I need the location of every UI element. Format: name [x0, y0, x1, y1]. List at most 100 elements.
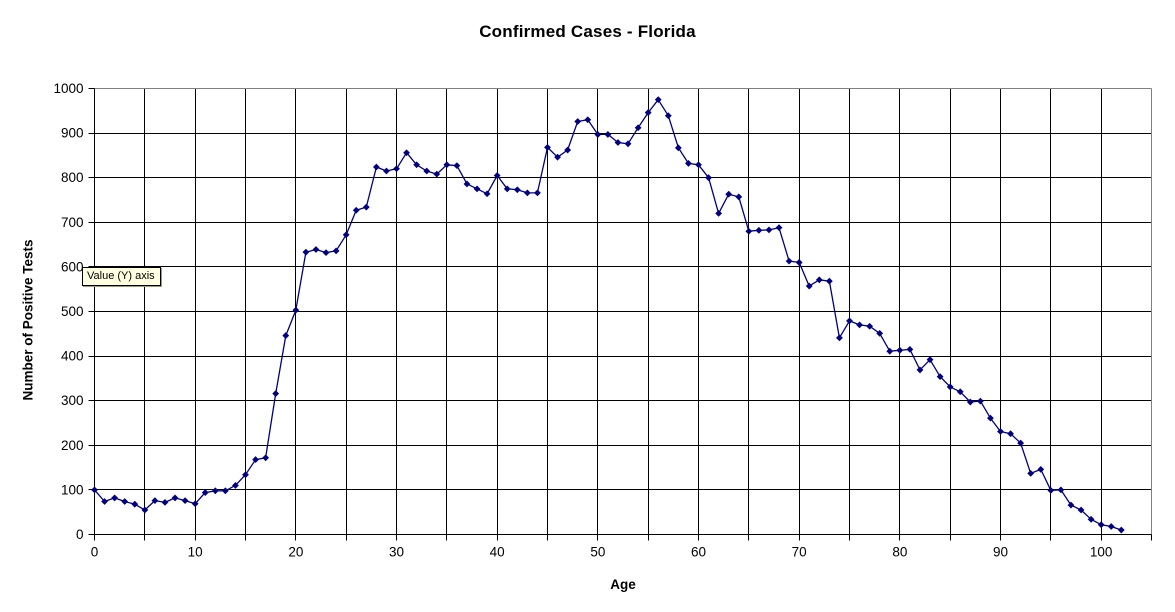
data-point[interactable]	[745, 227, 753, 235]
data-point[interactable]	[121, 498, 129, 505]
data-point[interactable]	[896, 346, 904, 354]
data-point[interactable]	[1027, 469, 1035, 477]
data-point[interactable]	[322, 249, 330, 257]
data-point[interactable]	[846, 317, 853, 325]
data-point[interactable]	[252, 456, 259, 463]
data-point[interactable]	[423, 167, 431, 175]
data-point[interactable]	[272, 390, 280, 397]
data-point[interactable]	[997, 428, 1004, 435]
data-point[interactable]	[292, 306, 300, 314]
data-point[interactable]	[926, 356, 934, 364]
data-point[interactable]	[383, 167, 390, 175]
data-point[interactable]	[513, 186, 521, 194]
data-point[interactable]	[554, 153, 561, 161]
data-point[interactable]	[715, 209, 723, 217]
data-point[interactable]	[493, 172, 501, 179]
data-point[interactable]	[976, 397, 984, 405]
data-point[interactable]	[544, 143, 551, 151]
data-point[interactable]	[825, 277, 833, 285]
data-point[interactable]	[1037, 465, 1045, 473]
data-point[interactable]	[664, 112, 672, 120]
data-point[interactable]	[614, 139, 622, 146]
data-point[interactable]	[695, 161, 702, 169]
data-point[interactable]	[342, 231, 350, 239]
data-point[interactable]	[201, 489, 209, 496]
data-point[interactable]	[473, 185, 481, 193]
data-point[interactable]	[674, 144, 682, 152]
data-point[interactable]	[564, 146, 572, 154]
data-point[interactable]	[413, 161, 421, 169]
data-point[interactable]	[352, 206, 360, 214]
data-point[interactable]	[735, 193, 743, 201]
data-point[interactable]	[453, 162, 461, 170]
data-point[interactable]	[1077, 506, 1085, 514]
data-point[interactable]	[916, 366, 924, 374]
data-point[interactable]	[463, 180, 471, 188]
data-point[interactable]	[966, 398, 974, 406]
data-point[interactable]	[161, 498, 169, 506]
data-point[interactable]	[634, 124, 642, 132]
data-point[interactable]	[131, 500, 139, 508]
data-point[interactable]	[1117, 526, 1125, 534]
data-point[interactable]	[956, 388, 964, 396]
data-point[interactable]	[312, 246, 320, 253]
data-point[interactable]	[503, 185, 511, 193]
data-point[interactable]	[282, 332, 290, 339]
data-point[interactable]	[574, 118, 582, 125]
data-point[interactable]	[946, 383, 954, 391]
data-point[interactable]	[101, 498, 108, 505]
data-point[interactable]	[221, 487, 229, 495]
data-point[interactable]	[876, 329, 884, 337]
series-markers[interactable]	[91, 96, 1125, 534]
data-point[interactable]	[141, 506, 149, 514]
data-point[interactable]	[805, 282, 813, 290]
data-point[interactable]	[232, 482, 239, 489]
data-point[interactable]	[1087, 515, 1095, 523]
data-point[interactable]	[191, 500, 199, 508]
data-point[interactable]	[936, 373, 944, 381]
data-point[interactable]	[181, 497, 189, 505]
data-point[interactable]	[262, 454, 270, 462]
data-point[interactable]	[1057, 486, 1065, 494]
data-point[interactable]	[765, 226, 773, 234]
data-point[interactable]	[1047, 486, 1055, 494]
data-point[interactable]	[433, 170, 441, 178]
data-point[interactable]	[644, 109, 652, 116]
data-point[interactable]	[302, 248, 310, 256]
data-point[interactable]	[785, 257, 793, 265]
data-point[interactable]	[523, 189, 531, 197]
data-point[interactable]	[815, 276, 823, 284]
data-point[interactable]	[332, 247, 340, 255]
data-point[interactable]	[836, 334, 843, 342]
data-point[interactable]	[403, 149, 410, 157]
data-point[interactable]	[906, 346, 914, 353]
data-point[interactable]	[866, 322, 874, 330]
data-point[interactable]	[1067, 501, 1075, 509]
data-point[interactable]	[725, 190, 733, 198]
data-point[interactable]	[443, 161, 451, 169]
data-point[interactable]	[795, 259, 803, 266]
data-point[interactable]	[1017, 439, 1025, 447]
data-point[interactable]	[91, 486, 98, 494]
data-point[interactable]	[856, 321, 863, 329]
data-point[interactable]	[624, 140, 632, 148]
data-point[interactable]	[211, 487, 219, 495]
data-point[interactable]	[755, 226, 763, 234]
data-point[interactable]	[393, 165, 400, 173]
data-point[interactable]	[362, 203, 370, 211]
data-point[interactable]	[604, 131, 612, 138]
data-point[interactable]	[1097, 521, 1105, 529]
data-point[interactable]	[594, 131, 602, 138]
data-point[interactable]	[1107, 523, 1115, 530]
data-point[interactable]	[654, 96, 662, 104]
data-point[interactable]	[372, 163, 380, 171]
data-point[interactable]	[685, 160, 692, 167]
data-point[interactable]	[987, 414, 994, 422]
data-point[interactable]	[775, 224, 783, 232]
data-point[interactable]	[242, 471, 249, 479]
data-point[interactable]	[171, 494, 179, 502]
data-point[interactable]	[886, 347, 894, 355]
data-point[interactable]	[534, 189, 541, 197]
data-point[interactable]	[111, 494, 119, 502]
